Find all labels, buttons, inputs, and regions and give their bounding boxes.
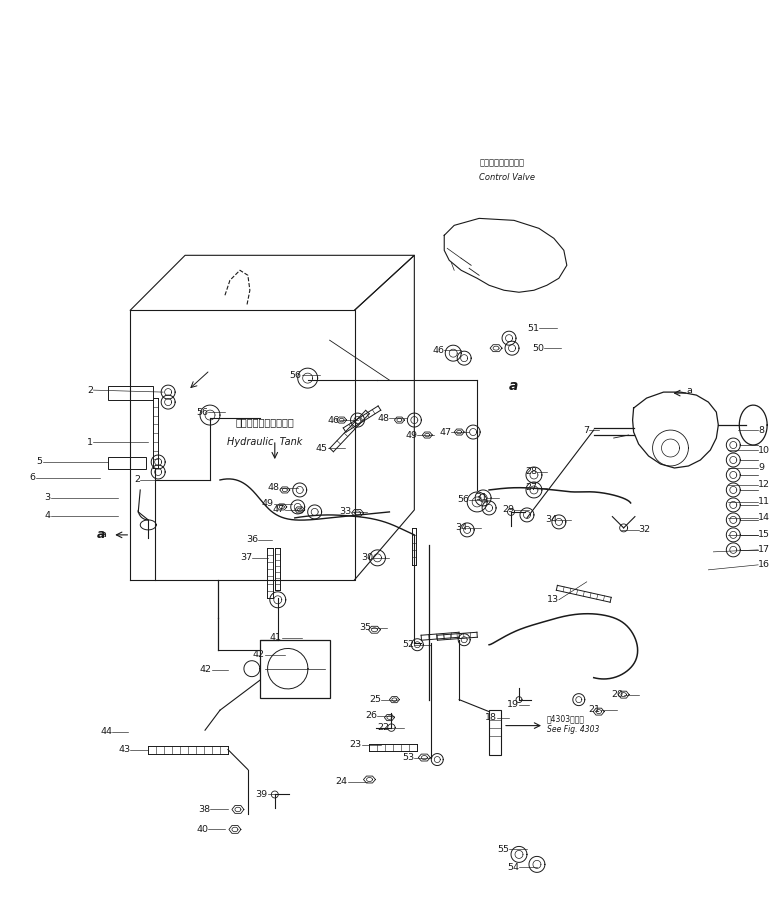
Text: 34: 34 xyxy=(545,516,557,524)
Text: 48: 48 xyxy=(378,414,389,423)
Text: 41: 41 xyxy=(270,634,282,642)
Text: 31: 31 xyxy=(475,494,487,503)
Text: 10: 10 xyxy=(759,446,770,455)
Text: 5: 5 xyxy=(36,458,43,467)
Text: 46: 46 xyxy=(432,345,444,355)
Text: 42: 42 xyxy=(253,650,265,659)
Text: 56: 56 xyxy=(196,408,208,416)
Text: 17: 17 xyxy=(759,545,770,554)
Text: 23: 23 xyxy=(349,740,361,749)
Text: 37: 37 xyxy=(240,554,252,563)
Text: See Fig. 4303: See Fig. 4303 xyxy=(547,725,599,734)
Text: a: a xyxy=(687,386,692,394)
Text: 27: 27 xyxy=(525,484,537,493)
Text: 3: 3 xyxy=(44,494,50,503)
Text: 2: 2 xyxy=(87,386,94,394)
Text: 9: 9 xyxy=(759,463,764,472)
Text: 39: 39 xyxy=(255,790,268,799)
Text: a: a xyxy=(97,528,104,541)
Text: 19: 19 xyxy=(507,700,519,709)
Text: 14: 14 xyxy=(759,513,770,522)
Text: 55: 55 xyxy=(497,845,509,854)
Text: 18: 18 xyxy=(485,713,497,722)
Text: 52: 52 xyxy=(402,640,414,649)
Text: 11: 11 xyxy=(759,497,770,507)
Text: 42: 42 xyxy=(200,665,212,674)
Text: 48: 48 xyxy=(268,484,279,493)
Text: ハイドロリックタンク: ハイドロリックタンク xyxy=(235,417,294,427)
Text: 26: 26 xyxy=(365,711,378,720)
Text: 49: 49 xyxy=(406,430,417,439)
Text: 2: 2 xyxy=(134,475,140,484)
Text: 20: 20 xyxy=(611,690,624,699)
Text: 36: 36 xyxy=(245,535,258,544)
Text: 45: 45 xyxy=(316,444,327,452)
Text: コントロールバルブ: コントロールバルブ xyxy=(479,158,524,168)
Text: 53: 53 xyxy=(402,753,414,762)
Bar xyxy=(108,457,146,469)
Bar xyxy=(260,640,330,697)
Text: 13: 13 xyxy=(546,595,559,604)
Text: 54: 54 xyxy=(507,863,519,872)
Text: 32: 32 xyxy=(639,525,651,534)
Text: 34: 34 xyxy=(455,523,467,532)
Text: 50: 50 xyxy=(532,344,544,353)
Text: a: a xyxy=(101,530,106,540)
Text: Hydraulic  Tank: Hydraulic Tank xyxy=(227,437,303,447)
Text: 46: 46 xyxy=(327,415,340,425)
Text: 47: 47 xyxy=(439,427,451,437)
Text: 43: 43 xyxy=(118,745,130,754)
Text: 56: 56 xyxy=(457,495,469,505)
Text: 8: 8 xyxy=(759,426,764,435)
Text: 35: 35 xyxy=(359,624,372,632)
Text: 38: 38 xyxy=(198,805,210,814)
Text: 7: 7 xyxy=(583,426,589,435)
Text: 33: 33 xyxy=(339,507,351,517)
Text: 16: 16 xyxy=(759,560,770,569)
Text: 47: 47 xyxy=(272,506,285,515)
Text: 第4303図参照: 第4303図参照 xyxy=(547,715,585,724)
Text: 40: 40 xyxy=(196,825,208,834)
Text: a: a xyxy=(509,379,519,393)
Text: 56: 56 xyxy=(289,370,302,379)
Text: 22: 22 xyxy=(378,723,389,732)
Text: 25: 25 xyxy=(369,695,382,705)
Text: 15: 15 xyxy=(759,530,770,540)
Text: 1: 1 xyxy=(87,437,94,447)
Text: 12: 12 xyxy=(759,481,770,489)
Text: 51: 51 xyxy=(527,323,539,332)
Bar xyxy=(489,709,501,754)
Text: 6: 6 xyxy=(29,473,36,483)
Text: 28: 28 xyxy=(525,468,537,476)
Text: 24: 24 xyxy=(336,777,348,786)
Text: 29: 29 xyxy=(502,506,514,515)
Bar xyxy=(108,386,153,400)
Text: 44: 44 xyxy=(101,727,112,736)
Text: 30: 30 xyxy=(361,554,374,563)
Text: Control Valve: Control Valve xyxy=(479,173,535,182)
Text: 21: 21 xyxy=(589,705,601,714)
Text: 49: 49 xyxy=(262,499,274,508)
Text: 4: 4 xyxy=(45,511,50,520)
